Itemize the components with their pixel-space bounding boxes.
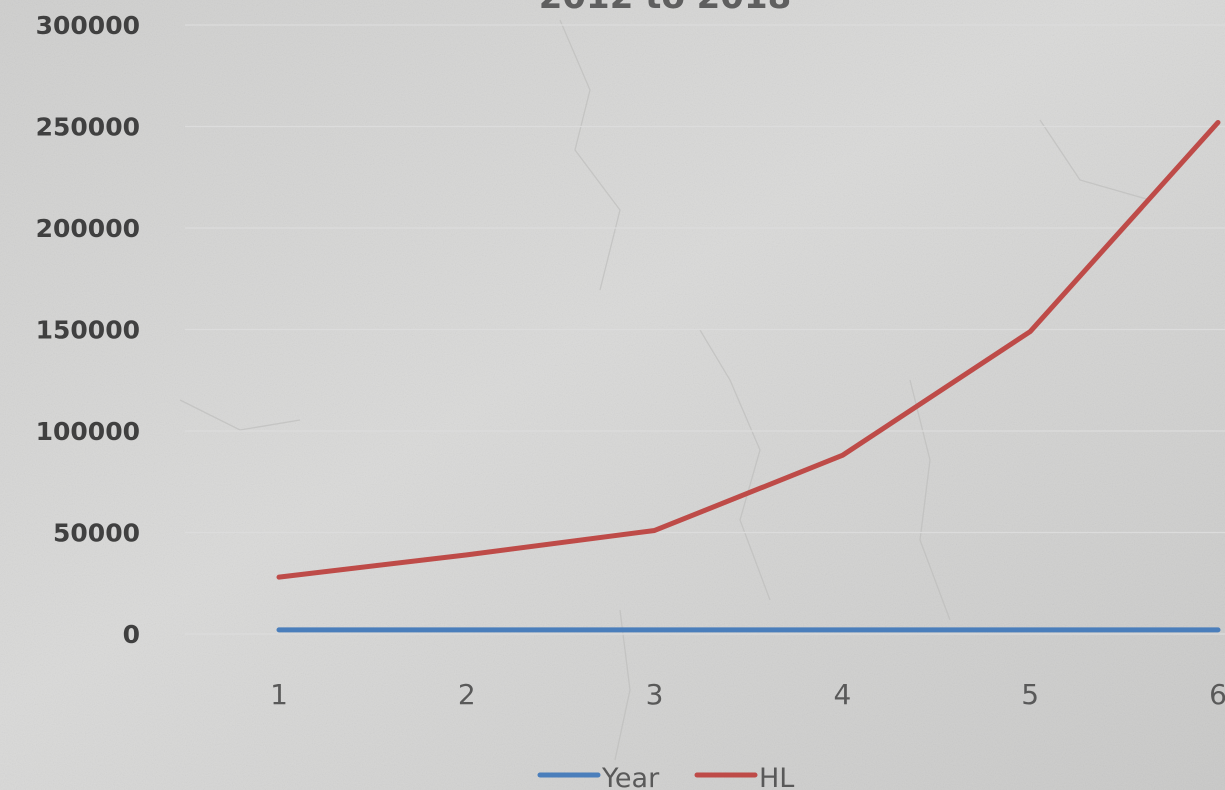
x-tick-label: 6 [1209, 678, 1225, 711]
legend-label-hl: HL [759, 763, 794, 790]
legend-label-year: Year [601, 763, 660, 790]
y-tick-label: 300000 [36, 11, 140, 40]
y-tick-label: 100000 [36, 417, 140, 446]
series-line-hl [276, 119, 1221, 580]
x-tick-label: 3 [646, 678, 664, 711]
gridlines [185, 24, 1225, 635]
y-tick-label: 0 [123, 620, 140, 649]
y-tick-label: 150000 [36, 316, 140, 345]
x-tick-label: 2 [458, 678, 476, 711]
chart-title: 2012 to 2018 [539, 0, 792, 17]
legend: Year HL [537, 763, 794, 790]
y-axis-ticks: 0 50000 100000 150000 200000 250000 300000 [36, 11, 140, 649]
x-axis-ticks: 1 2 3 4 5 6 [270, 678, 1225, 711]
y-tick-label: 200000 [36, 214, 140, 243]
y-tick-label: 250000 [36, 113, 140, 142]
concrete-cracks [179, 19, 1151, 761]
x-tick-label: 4 [833, 678, 851, 711]
y-tick-label: 50000 [53, 519, 140, 548]
x-tick-label: 5 [1021, 678, 1039, 711]
series-lines [276, 119, 1221, 633]
x-tick-label: 1 [270, 678, 288, 711]
